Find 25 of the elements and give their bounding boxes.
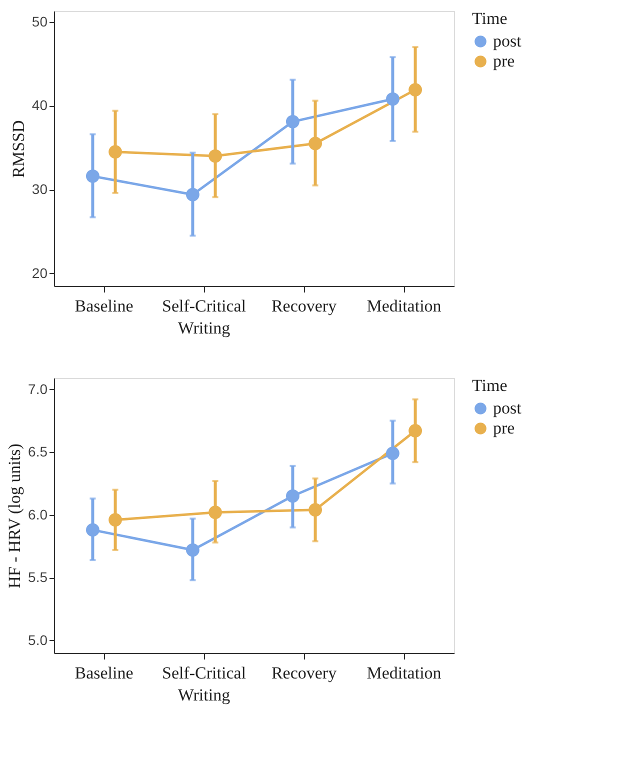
- x-tick-label: Self-Critical Writing: [162, 296, 246, 338]
- x-tick-label: Recovery: [271, 296, 338, 316]
- x-tick-label: Self-Critical Writing: [162, 664, 246, 704]
- legend-title: Time: [472, 9, 508, 28]
- x-tick-label: Baseline: [74, 664, 134, 682]
- y-axis-title: RMSSD: [8, 120, 28, 178]
- x-tick-label: Baseline: [74, 296, 134, 316]
- y-tick-label: 5.5: [28, 569, 48, 586]
- legend-label: post: [493, 398, 522, 418]
- y-tick-label: 6.0: [28, 506, 48, 522]
- y-tick-label: 50: [32, 13, 48, 30]
- y-tick-label: 6.5: [28, 444, 48, 460]
- legend-label: post: [493, 32, 522, 50]
- x-tick-label: Recovery: [271, 664, 338, 682]
- y-axis-title: HF - HRV (log units): [5, 444, 24, 588]
- y-tick-label: 20: [32, 264, 48, 281]
- legend-label: pre: [493, 52, 515, 70]
- legend-label: pre: [493, 418, 515, 438]
- x-tick-label: Meditation: [366, 296, 442, 316]
- y-tick-label: 7.0: [28, 380, 48, 397]
- legend-title: Time: [472, 376, 508, 395]
- y-tick-label: 30: [32, 181, 48, 198]
- y-tick-label: 40: [32, 97, 48, 114]
- y-tick-label: 5.0: [28, 632, 48, 648]
- x-tick-label: Meditation: [366, 664, 442, 682]
